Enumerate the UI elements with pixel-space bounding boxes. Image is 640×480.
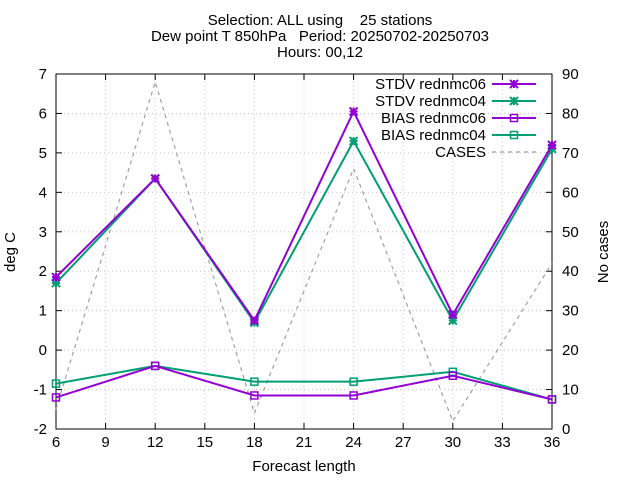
data-point-3-3 [349, 377, 358, 386]
y-tick-label: 1 [39, 303, 47, 320]
x-tick-label: 27 [395, 434, 412, 451]
y-tick-label: 3 [39, 224, 47, 241]
x-tick-label: 21 [296, 434, 313, 451]
x-tick-label: 36 [544, 434, 561, 451]
y-tick-label: 7 [39, 66, 47, 83]
data-point-2-1 [150, 361, 160, 371]
x-tick-label: 33 [494, 434, 511, 451]
x-tick-label: 6 [52, 434, 60, 451]
legend-marker-3 [509, 130, 519, 140]
data-point-3-0 [51, 379, 61, 388]
data-point-0-5 [547, 140, 557, 150]
y2-axis-label: No cases [595, 221, 612, 284]
legend-label-4: CASES [435, 144, 486, 161]
x-tick-label: 18 [246, 434, 263, 451]
data-point-0-3 [348, 106, 359, 117]
axis-ticks: 6 9 12 15 18 21 24 27 30 33 36-2-10123456701020304… [34, 66, 579, 451]
chart-title-line-2: Dew point T 850hPa Period: 20250702-2025… [150, 28, 490, 45]
y-tick-label: 6 [39, 105, 47, 122]
y2-tick-label: 50 [562, 224, 579, 241]
series-line-2 [55, 364, 553, 401]
y2-tick-label: 40 [562, 263, 579, 280]
legend-marker-0 [509, 79, 519, 89]
x-tick-label: 9 [101, 434, 109, 451]
legend-label-1: STDV rednmc04 [375, 93, 486, 110]
data-point-0-2 [249, 315, 260, 326]
data-point-0-4 [448, 309, 458, 320]
y-tick-label: 2 [39, 263, 47, 280]
x-tick-label: 12 [147, 434, 164, 451]
series-line-0 [55, 109, 553, 323]
y2-tick-label: 80 [562, 105, 579, 122]
data-point-1-3 [348, 136, 359, 146]
legend-label-2: BIAS rednmc06 [381, 110, 486, 127]
y-tick-label: -1 [34, 382, 47, 399]
x-tick-label: 30 [444, 434, 461, 451]
chart-title-line-1: Selection: ALL using 25 stations [207, 12, 433, 29]
y-tick-label: -2 [34, 421, 47, 438]
y2-tick-label: 10 [562, 382, 579, 399]
y2-tick-label: 30 [562, 303, 579, 320]
y2-tick-label: 90 [562, 66, 579, 83]
y-tick-label: 5 [39, 145, 47, 162]
y-tick-label: 0 [39, 342, 47, 359]
data-point-2-0 [51, 393, 61, 402]
y2-tick-label: 20 [562, 342, 579, 359]
data-point-2-2 [250, 391, 259, 400]
chart-title-line-3: Hours: 00,12 [277, 44, 363, 61]
series-line-4 [55, 79, 553, 423]
y-tick-label: 4 [39, 184, 47, 201]
data-point-0-1 [150, 173, 160, 184]
legend-marker-1 [509, 96, 519, 106]
x-tick-label: 15 [196, 434, 213, 451]
x-axis-label: Forecast length [252, 458, 355, 475]
data-point-2-5 [547, 395, 557, 404]
y2-tick-label: 60 [562, 184, 579, 201]
data-point-0-0 [51, 272, 61, 282]
data-point-2-4 [448, 371, 458, 380]
legend-label-3: BIAS rednmc04 [381, 127, 486, 144]
legend-label-0: STDV rednmc06 [375, 76, 486, 93]
x-tick-label: 24 [345, 434, 362, 451]
series-line-1 [55, 138, 553, 325]
y2-tick-label: 70 [562, 145, 579, 162]
series-layer [51, 79, 557, 423]
series-line-3 [55, 364, 553, 401]
y-axis-label: deg C [2, 232, 19, 272]
legend-marker-2 [509, 113, 519, 123]
y2-tick-label: 0 [562, 421, 570, 438]
data-point-2-3 [349, 391, 358, 400]
data-point-3-2 [250, 377, 259, 386]
